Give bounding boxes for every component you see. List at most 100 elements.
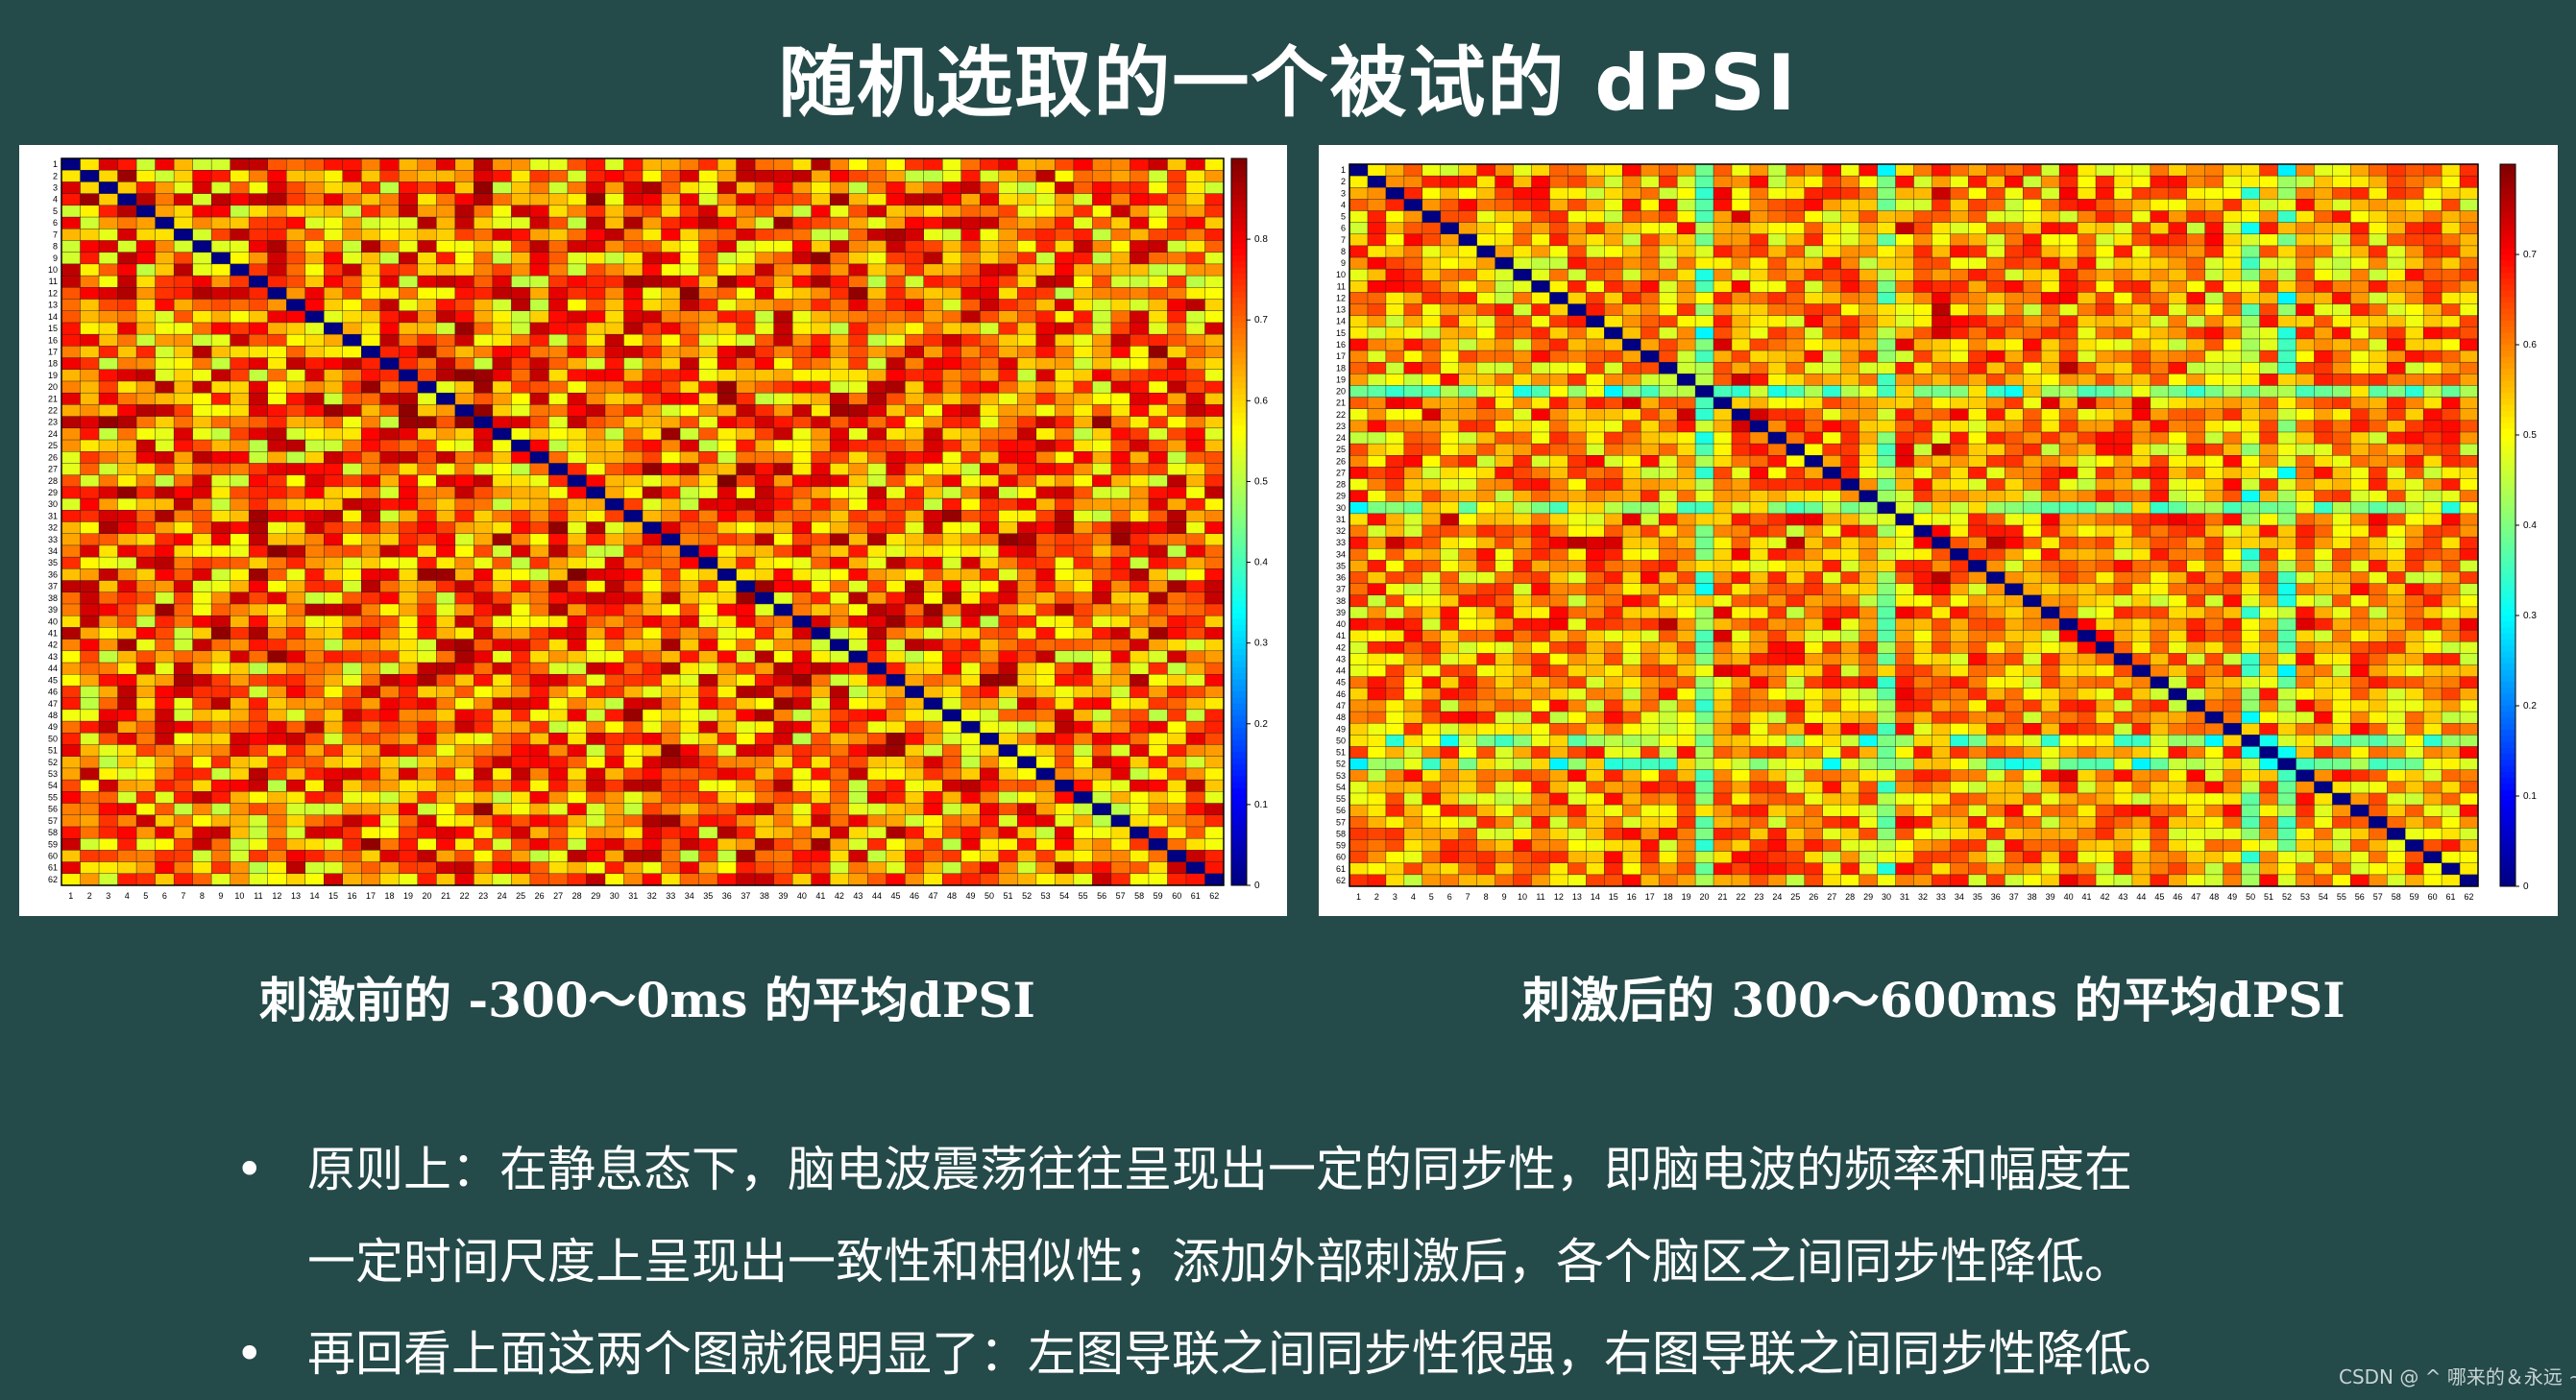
heatmap-cell [1055,404,1074,417]
heatmap-cell [1950,292,1968,303]
heatmap-cell [249,440,268,452]
heatmap-cell [455,663,474,675]
heatmap-cell [2041,187,2059,199]
heatmap-cell [2278,199,2297,210]
heatmap-cell [174,181,193,194]
heatmap-cell [774,276,793,288]
heatmap-cell [623,194,643,206]
heatmap-cell [1111,417,1130,429]
heatmap-cell [99,874,118,886]
heatmap-cell [1036,370,1056,382]
heatmap-cell [849,686,868,698]
heatmap-cell [61,768,81,781]
heatmap-cell [1130,381,1149,394]
y-tick-label: 29 [48,488,58,497]
heatmap-cell [324,804,343,816]
heatmap-cell [830,651,849,664]
heatmap-cell [1130,733,1149,745]
heatmap-cell [1859,187,1878,199]
heatmap-cell [1368,187,1386,199]
heatmap-cell [1567,187,1586,199]
heatmap-cell [249,170,268,182]
heatmap-cell [774,158,793,171]
heatmap-cell [136,557,156,569]
heatmap-cell [268,451,287,464]
heatmap-cell [249,568,268,581]
colorbar-segment [1231,504,1247,511]
heatmap-cell [1604,199,1622,210]
heatmap-cell [792,545,812,558]
heatmap-cell [1659,316,1677,327]
heatmap-cell [1914,269,1932,280]
heatmap-cell [887,686,906,698]
heatmap-cell [1532,257,1550,269]
heatmap-cell [662,475,681,488]
heatmap-cell [2023,199,2041,210]
heatmap-cell [1459,164,1477,176]
heatmap-cell [2442,304,2460,316]
heatmap-cell [680,498,699,511]
heatmap-cell [2423,257,2442,269]
heatmap-cell [343,346,362,358]
heatmap-cell [717,358,737,371]
colorbar-tick-label: 0 [1254,881,1260,891]
heatmap-cell [999,604,1018,616]
heatmap-cell [474,721,493,734]
heatmap-cell [268,698,287,711]
heatmap-cell [830,440,849,452]
colorbar-segment [1231,182,1247,189]
heatmap-cell [511,698,530,711]
heatmap-cell [211,158,231,171]
heatmap-cell [418,498,437,511]
heatmap-cell [193,710,212,722]
heatmap-cell [99,440,118,452]
heatmap-cell [249,346,268,358]
heatmap-cell [717,276,737,288]
heatmap-cell [1532,199,1550,210]
heatmap-cell [268,358,287,371]
heatmap-cell [2023,246,2041,257]
heatmap-cell [1092,674,1111,687]
heatmap-cell [717,557,737,569]
heatmap-cell [1074,217,1093,229]
heatmap-cell [61,158,81,171]
heatmap-cell [249,428,268,441]
heatmap-cell [1549,269,1567,280]
heatmap-cell [324,721,343,734]
heatmap-cell [792,791,812,804]
heatmap-cell [2205,316,2224,327]
heatmap-cell [605,838,624,851]
heatmap-cell [792,581,812,593]
heatmap-cell [548,862,568,875]
heatmap-cell [136,838,156,851]
heatmap-cell [1092,791,1111,804]
heatmap-cell [643,733,662,745]
heatmap-cell [493,815,512,828]
heatmap-cell [623,253,643,265]
heatmap-cell [343,698,362,711]
heatmap-cell [1092,838,1111,851]
heatmap-cell [623,604,643,616]
colorbar-segment [1231,364,1247,371]
heatmap-cell [418,850,437,862]
heatmap-cell [1149,346,1168,358]
heatmap-cell [174,710,193,722]
heatmap-cell [1017,791,1036,804]
heatmap-cell [1130,170,1149,182]
heatmap-cell [924,827,943,839]
heatmap-cell [493,229,512,241]
heatmap-cell [2078,176,2096,187]
heatmap-cell [586,791,605,804]
heatmap-cell [2205,304,2224,316]
heatmap-cell [774,592,793,605]
colorbar-segment [1231,873,1247,880]
heatmap-cell [1036,744,1056,757]
heatmap-cell [643,194,662,206]
heatmap-cell [586,733,605,745]
heatmap-cell [774,616,793,628]
heatmap-cell [548,721,568,734]
heatmap-cell [361,181,380,194]
heatmap-cell [474,604,493,616]
heatmap-cell [1204,862,1224,875]
heatmap-cell [1092,616,1111,628]
